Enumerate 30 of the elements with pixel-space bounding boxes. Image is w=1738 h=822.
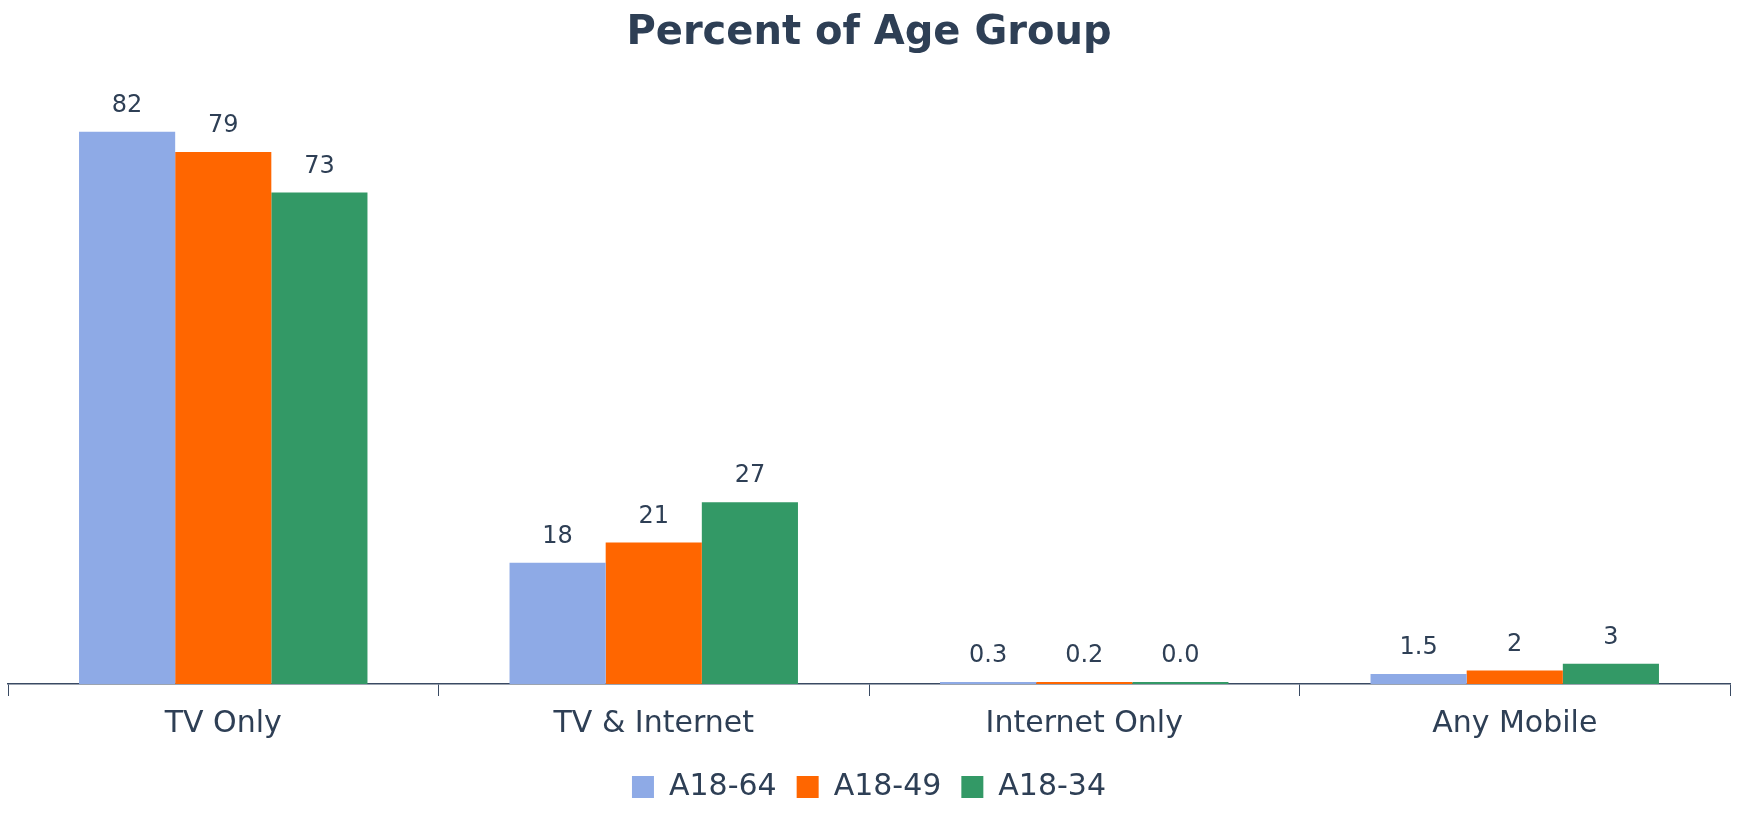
chart-title: Percent of Age Group bbox=[626, 7, 1112, 54]
bar bbox=[605, 542, 702, 684]
bar bbox=[940, 681, 1037, 684]
legend-label: A18-64 bbox=[668, 766, 777, 802]
bar bbox=[1370, 673, 1467, 684]
bar bbox=[79, 131, 176, 684]
x-tick-label: Any Mobile bbox=[1432, 703, 1598, 739]
x-tick-label: TV Only bbox=[163, 703, 282, 739]
bar bbox=[175, 152, 272, 684]
data-label: 73 bbox=[304, 150, 335, 179]
x-tick-label: Internet Only bbox=[985, 703, 1183, 739]
bar bbox=[271, 192, 368, 684]
bar bbox=[701, 502, 798, 684]
x-tick-label: TV & Internet bbox=[552, 703, 755, 739]
data-label: 18 bbox=[542, 521, 573, 550]
data-label: 21 bbox=[638, 500, 670, 529]
legend-label: A18-49 bbox=[833, 766, 942, 802]
data-label: 0.3 bbox=[969, 640, 1008, 669]
bar bbox=[509, 562, 606, 684]
data-label: 79 bbox=[207, 110, 239, 139]
data-label: 3 bbox=[1603, 622, 1619, 651]
legend-label: A18-34 bbox=[998, 766, 1107, 802]
data-label: 0.2 bbox=[1065, 640, 1104, 669]
data-label: 1.5 bbox=[1399, 632, 1438, 661]
data-label: 82 bbox=[111, 90, 143, 119]
data-label: 2 bbox=[1507, 628, 1523, 657]
data-label: 0.0 bbox=[1161, 640, 1200, 669]
bar bbox=[1562, 663, 1659, 684]
bar bbox=[1466, 670, 1563, 684]
data-label: 27 bbox=[734, 460, 766, 489]
